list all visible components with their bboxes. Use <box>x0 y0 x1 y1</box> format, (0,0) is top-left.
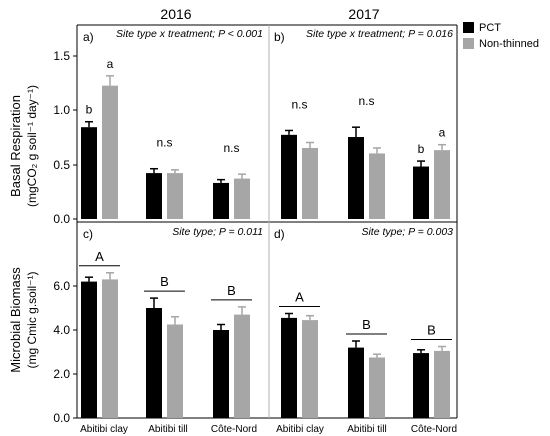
ytick-label: 0.0 <box>53 212 70 226</box>
bar-a-pct-1 <box>146 173 162 219</box>
bottom-ylabel-line1: Microbial Biomass <box>8 267 23 373</box>
x-label-cote-nord: Côte-Nord <box>411 424 457 435</box>
bar-c-nonthinned-2 <box>234 314 250 418</box>
bar-c-pct-0 <box>81 281 97 418</box>
significance-letter: a <box>439 126 446 140</box>
ytick-label: 1.0 <box>53 103 70 117</box>
stat-text-b: Site type x treatment; P = 0.016 <box>306 28 453 40</box>
top-ylabel-line1: Basal Respiration <box>8 95 23 197</box>
panel-letter-a: a) <box>83 30 94 44</box>
x-label-cote-nord: Côte-Nord <box>211 424 257 435</box>
top-ylabel-line2: (mgCO₂ g soil⁻¹ day⁻¹) <box>25 85 39 207</box>
x-label-abitibi-clay: Abitibi clay <box>80 424 128 435</box>
bottom-y-axis-label: Microbial Biomass (mg Cmic g.soil⁻¹) <box>8 267 39 373</box>
bar-b-pct-2 <box>413 166 429 219</box>
bar-a-nonthinned-0 <box>102 85 118 220</box>
significance-letter: b <box>418 142 425 156</box>
group-letter: B <box>160 274 169 289</box>
group-letter: B <box>362 317 371 332</box>
bar-b-pct-0 <box>281 134 297 219</box>
bar-b-nonthinned-0 <box>302 147 318 219</box>
bar-d-nonthinned-0 <box>302 320 318 418</box>
bar-a-pct-2 <box>213 182 229 219</box>
panel-letters: a) b) c) d) <box>83 30 285 241</box>
panel-letter-b: b) <box>274 30 285 44</box>
stat-annotations: Site type x treatment; P < 0.001 Site ty… <box>116 28 453 238</box>
bar-d-pct-1 <box>348 347 364 418</box>
top-y-ticks: 0.0 0.5 1.0 1.5 <box>53 49 77 226</box>
bar-b-nonthinned-2 <box>434 150 450 219</box>
bar-a-nonthinned-2 <box>234 178 250 219</box>
year-2016-label: 2016 <box>160 6 191 22</box>
bar-c-nonthinned-1 <box>167 324 183 418</box>
panel-frames <box>76 24 458 419</box>
ytick-label: 2.0 <box>53 367 70 381</box>
bar-c-pct-1 <box>146 308 162 418</box>
bar-d-nonthinned-1 <box>369 357 385 418</box>
ytick-label: 4.0 <box>53 323 70 337</box>
significance-letter: b <box>86 103 93 117</box>
panel-letter-d: d) <box>274 227 285 241</box>
bar-c-pct-2 <box>213 330 229 418</box>
bar-b-pct-1 <box>348 137 364 219</box>
legend: PCT Non-thinned <box>463 22 539 50</box>
significance-ns: n.s <box>291 97 307 111</box>
bar-d-nonthinned-2 <box>434 350 450 418</box>
bottom-y-ticks: 0.0 2.0 4.0 6.0 <box>53 279 77 425</box>
legend-swatch-nonthinned <box>463 38 474 49</box>
legend-swatch-pct <box>463 22 474 33</box>
ytick-label: 0.0 <box>53 411 70 425</box>
group-letter: B <box>427 323 436 338</box>
bar-d-pct-0 <box>281 317 297 418</box>
x-category-labels: Abitibi clay Abitibi till Côte-Nord Abit… <box>80 424 457 435</box>
bottom-ylabel-line2: (mg Cmic g.soil⁻¹) <box>25 271 39 368</box>
stat-text-c: Site type; P = 0.011 <box>172 226 263 238</box>
significance-ns: n.s <box>156 136 172 150</box>
x-label-abitibi-till: Abitibi till <box>148 424 187 435</box>
bar-a-nonthinned-1 <box>167 173 183 219</box>
year-2017-label: 2017 <box>348 6 379 22</box>
ytick-label: 1.5 <box>53 49 70 63</box>
legend-label-pct: PCT <box>479 22 501 34</box>
top-y-axis-label: Basal Respiration (mgCO₂ g soil⁻¹ day⁻¹) <box>8 85 39 207</box>
group-letter: B <box>227 283 236 298</box>
x-label-abitibi-till: Abitibi till <box>347 424 386 435</box>
significance-letter: a <box>107 57 114 71</box>
significance-ns: n.s <box>358 94 374 108</box>
bars-layer <box>81 75 450 418</box>
x-label-abitibi-clay: Abitibi clay <box>276 424 324 435</box>
bar-a-pct-0 <box>81 127 97 219</box>
bar-c-nonthinned-0 <box>102 279 118 418</box>
panel-letter-c: c) <box>83 227 93 241</box>
group-letter: A <box>295 290 304 305</box>
bar-b-nonthinned-1 <box>369 153 385 219</box>
stat-text-a: Site type x treatment; P < 0.001 <box>116 28 263 40</box>
ytick-label: 0.5 <box>53 158 70 172</box>
bar-d-pct-2 <box>413 353 429 418</box>
group-letter: A <box>95 249 104 264</box>
ytick-label: 6.0 <box>53 279 70 293</box>
significance-ns: n.s <box>223 141 239 155</box>
stat-text-d: Site type; P = 0.003 <box>361 226 453 238</box>
legend-label-nonthinned: Non-thinned <box>479 38 539 50</box>
